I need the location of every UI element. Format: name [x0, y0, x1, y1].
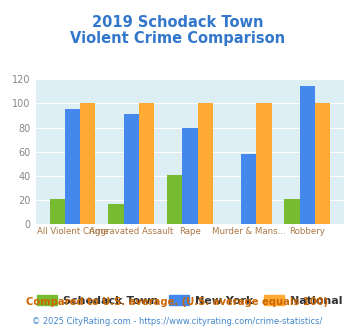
Bar [167, 175, 182, 224]
Bar [198, 103, 213, 224]
Text: Violent Crime Comparison: Violent Crime Comparison [70, 31, 285, 46]
Bar [139, 103, 154, 224]
Bar [241, 154, 256, 224]
Bar [315, 103, 330, 224]
Bar [65, 110, 80, 224]
Bar [300, 86, 315, 224]
Text: © 2025 CityRating.com - https://www.cityrating.com/crime-statistics/: © 2025 CityRating.com - https://www.city… [32, 317, 323, 326]
Bar [50, 199, 65, 224]
Bar [284, 199, 300, 224]
Text: Compared to U.S. average. (U.S. average equals 100): Compared to U.S. average. (U.S. average … [26, 297, 329, 307]
Text: 2019 Schodack Town: 2019 Schodack Town [92, 15, 263, 30]
Bar [124, 114, 139, 224]
Bar [182, 128, 198, 224]
Legend: Schodack Town, New York, National: Schodack Town, New York, National [33, 291, 347, 311]
Bar [80, 103, 95, 224]
Bar [256, 103, 272, 224]
Bar [108, 204, 124, 224]
